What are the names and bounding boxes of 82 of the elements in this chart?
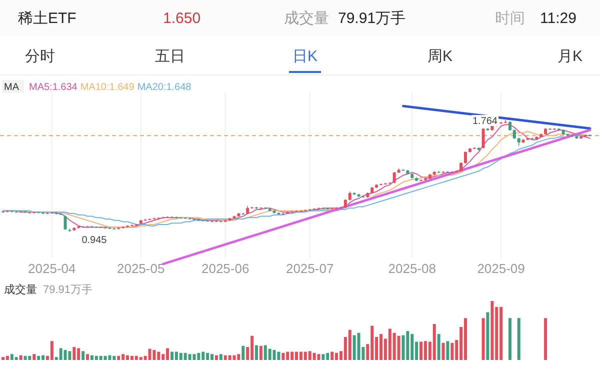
bar [312, 352, 316, 360]
text: MA5:1.634 [29, 82, 78, 93]
text: 79.91万手 [338, 10, 406, 27]
bar [282, 352, 285, 360]
bar [242, 346, 245, 360]
bar [72, 347, 76, 360]
bar [272, 350, 276, 360]
bar [64, 350, 67, 360]
candlestick [460, 162, 463, 172]
bar [104, 356, 107, 360]
bar [82, 351, 85, 360]
text: 成交量 [284, 10, 329, 27]
bar [148, 348, 152, 360]
x-tick-label: 2025-06 [201, 261, 250, 276]
bar [19, 355, 22, 360]
bar [152, 350, 156, 360]
bar [437, 334, 440, 360]
bar [37, 356, 40, 360]
text: 日K [292, 48, 318, 65]
bar [348, 330, 352, 360]
text: MA10:1.649 [80, 82, 135, 93]
bar [188, 354, 192, 360]
bar [192, 354, 196, 360]
bar [490, 301, 494, 360]
bar [432, 324, 436, 360]
text: 11:29 [540, 10, 576, 27]
candlestick [464, 151, 467, 164]
bar [486, 312, 490, 360]
bar [317, 354, 320, 360]
bar [108, 355, 112, 360]
text: 稀土ETF [18, 10, 76, 27]
text: 五日 [155, 48, 185, 65]
bar [402, 335, 405, 360]
bar [117, 356, 120, 360]
candlestick [64, 215, 67, 230]
bar [420, 342, 423, 360]
bar [14, 357, 18, 360]
bar [228, 355, 232, 360]
chart-title: 成交量 [4, 283, 37, 296]
bar [219, 354, 222, 360]
bar [482, 318, 485, 360]
x-tick-label: 2025-09 [477, 261, 525, 276]
candlestick [482, 128, 485, 149]
bar [442, 342, 445, 360]
bar [50, 341, 54, 360]
text: 月K [557, 48, 583, 65]
bar [259, 346, 262, 360]
candlestick [508, 120, 512, 132]
bar [357, 332, 360, 360]
candlestick [512, 129, 516, 140]
bar [24, 356, 27, 360]
x-tick-label: 2025-08 [388, 261, 436, 276]
bar [86, 354, 89, 360]
bar [322, 354, 325, 360]
bar [68, 351, 72, 360]
bar [508, 318, 512, 360]
text: 时间 [495, 10, 525, 27]
bar [450, 342, 454, 360]
text: 1.650 [163, 10, 201, 27]
text: 周K [427, 48, 453, 65]
candlestick [392, 172, 396, 184]
legend-title: MA [4, 82, 20, 93]
x-tick-label: 2025-04 [28, 261, 76, 276]
text: 0.945 [82, 235, 108, 246]
bar [32, 354, 36, 360]
bar [277, 352, 280, 360]
bar [464, 318, 467, 360]
text: MA20:1.648 [137, 82, 192, 93]
text: 分时 [25, 48, 55, 65]
x-tick-label: 2025-07 [286, 261, 334, 276]
annotation: 1.764 [472, 116, 498, 127]
bar [517, 318, 520, 360]
bar [446, 341, 450, 360]
chart-subtitle: 79.91万手 [43, 283, 93, 296]
bar [232, 355, 236, 360]
bar [397, 336, 400, 360]
bar [254, 345, 258, 360]
x-tick-label: 2025-05 [116, 261, 165, 276]
bar [214, 355, 218, 360]
bar [6, 356, 9, 360]
bar [330, 352, 334, 360]
bar [544, 318, 548, 360]
